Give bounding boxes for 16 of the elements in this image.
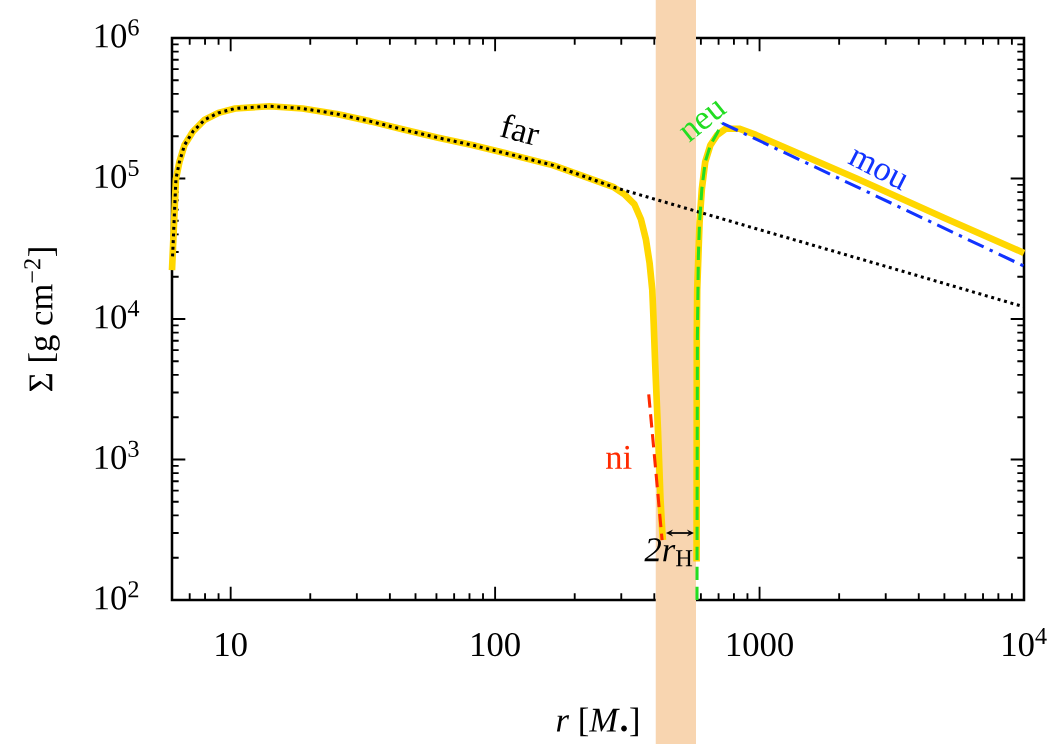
y-axis-title: Σ [g cm$^{−2}$] [24, 248, 60, 392]
y-tick-label: 10$^{4}$ [95, 300, 140, 329]
x-tick-label: 10 [216, 632, 247, 657]
x-tick-label: 10$^{4}$ [1003, 627, 1047, 657]
series-label: ni [606, 445, 632, 469]
annotation: 2r$_{H}$ [644, 538, 693, 567]
x-axis-title: r [M$_{•}$] [556, 707, 638, 737]
x-tick-label: 1000 [727, 632, 793, 657]
y-tick-label: 10$^{6}$ [95, 19, 139, 48]
y-tick-label: 10$^{2}$ [95, 581, 139, 610]
text: neu [679, 100, 728, 143]
text: far [499, 114, 540, 146]
text: mou [847, 149, 907, 191]
x-tick-label: 100 [472, 632, 520, 657]
y-tick-label: 10$^{3}$ [95, 440, 139, 470]
y-tick-label: 10$^{5}$ [95, 159, 139, 189]
